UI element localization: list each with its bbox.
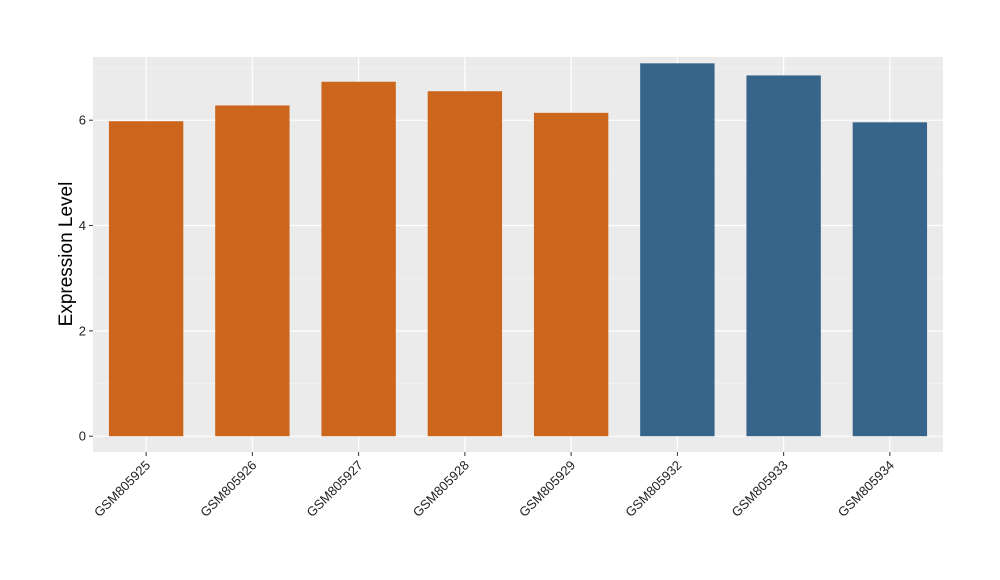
x-tick-label: GSM805929 [516,458,578,520]
bar [108,121,184,437]
x-tick-label: GSM805928 [410,458,472,520]
x-tick-label: GSM805934 [835,458,897,520]
bars [108,63,928,437]
y-tick-label: 4 [79,218,86,233]
y-axis-title: Expression Level [56,182,77,327]
x-tick-label: GSM805926 [197,458,259,520]
bar [533,112,609,437]
x-tick-label: GSM805932 [622,458,684,520]
bar [321,81,396,437]
bar [427,91,503,437]
bar [746,75,821,437]
bar [852,122,928,437]
y-axis: 0 2 4 6 [79,113,93,444]
bar [215,105,290,437]
x-tick-label: GSM805927 [304,458,366,520]
x-tick-label: GSM805933 [729,458,791,520]
y-tick-label: 2 [79,323,86,338]
y-tick-label: 6 [79,113,86,128]
x-tick-label: GSM805925 [91,458,153,520]
bar [640,63,715,437]
x-axis: GSM805925 GSM805926 GSM805927 GSM805928 GSM8… [91,452,897,520]
y-tick-label: 0 [79,429,86,444]
